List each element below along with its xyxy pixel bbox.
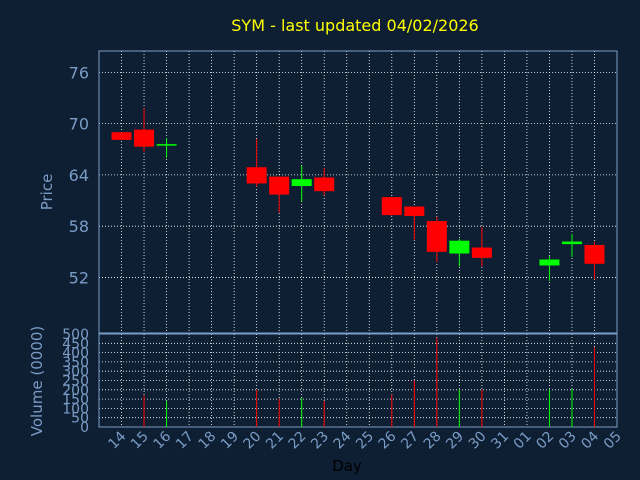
x-tick-label: 17 [173,429,197,453]
x-tick-label: 27 [398,429,422,453]
price-tick-label: 76 [69,63,89,82]
candle-body [449,240,470,254]
candle-body [404,206,425,216]
volume-tick-label: 300 [62,364,89,380]
x-tick-label: 15 [128,429,152,453]
volume-tick-label: 200 [62,383,89,399]
x-tick-label: 26 [376,428,400,452]
x-tick-label: 05 [601,429,625,453]
x-tick-label: 28 [421,429,445,453]
volume-tick-label: 450 [62,336,89,352]
price-tick-label: 70 [69,115,89,134]
x-tick-label: 18 [196,429,220,453]
x-tick-label: 22 [286,429,310,453]
x-tick-label: 20 [241,429,265,453]
candle-body [156,144,177,146]
candle-body [561,241,582,245]
candle-body [426,221,447,252]
volume-tick-label: 350 [62,355,89,371]
price-plot-frame [98,50,618,334]
candle-body [381,197,402,216]
volume-grid [99,334,617,427]
volume-tick-label: 500 [62,327,89,343]
volume-plot-frame [98,333,618,428]
chart-title: SYM - last updated 04/02/2026 [231,16,478,35]
price-plot-border [98,50,618,334]
x-tick-label: 01 [511,429,535,453]
candle-body [314,177,335,192]
price-tick-label: 64 [69,166,89,185]
volume-axis-label: Volume (0000) [28,326,46,436]
candle-body [291,179,312,187]
x-tick-label: 03 [556,429,580,453]
x-tick-label: 30 [466,429,490,453]
x-tick-label: 25 [353,429,377,453]
candle-body [269,176,290,195]
price-tick-labels: 76 70 64 58 52 [69,63,89,287]
candle-body [134,129,155,147]
candle-body [246,167,267,184]
volume-tick-label: 100 [62,401,89,417]
x-tick-label: 04 [578,428,602,452]
price-axis-label: Price [38,174,56,211]
volume-tick-label: 0 [80,420,89,436]
candle-body [584,244,605,264]
x-tick-label: 14 [105,428,129,452]
x-tick-label: 29 [443,429,467,453]
x-tick-label: 16 [150,428,174,452]
x-tick-label: 31 [488,429,512,453]
volume-plot-border [98,333,618,428]
x-tick-labels: 1415161718192021222324252627282930310102… [105,428,624,452]
price-tick-label: 58 [69,217,89,236]
candles [111,108,605,281]
x-tick-label: 19 [218,429,242,453]
candle-body [471,247,492,258]
volume-tick-label: 250 [62,374,89,390]
x-tick-label: 21 [263,429,287,453]
price-grid [99,51,617,333]
volume-tick-label: 150 [62,392,89,408]
volume-bars [143,337,595,427]
x-tick-label: 02 [533,429,557,453]
x-axis-label: Day [332,457,362,475]
x-tick-label: 24 [331,428,355,452]
candle-body [539,259,560,266]
x-tick-label: 23 [308,429,332,453]
volume-tick-label: 400 [62,346,89,362]
volume-tick-label: 50 [71,411,89,427]
price-tick-label: 52 [69,268,89,287]
candle-body [111,132,132,140]
